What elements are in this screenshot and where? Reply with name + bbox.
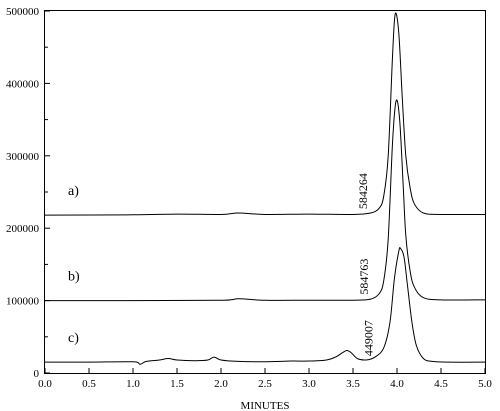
- y-tick-label: 200000: [6, 223, 40, 235]
- x-tick-label: 2.0: [214, 378, 228, 390]
- x-tick-label: 4.5: [434, 378, 448, 390]
- y-tick-label: 300000: [6, 151, 40, 163]
- y-axis: 0 100000 200000 300000 400000 500000: [6, 6, 50, 380]
- y-tick-label: 400000: [6, 78, 40, 90]
- x-tick-label: 5.0: [478, 378, 492, 390]
- peak-area-label: 449007: [362, 320, 376, 356]
- y-tick-label: 100000: [6, 296, 40, 308]
- plot-frame: [44, 10, 486, 374]
- trace-labels: a) b) c): [68, 184, 80, 346]
- x-tick-label: 1.5: [170, 378, 184, 390]
- trace-name-label: a): [68, 184, 79, 199]
- trace-name-label: c): [68, 331, 79, 346]
- trace-line-3: [44, 247, 486, 365]
- y-tick-label: 500000: [6, 6, 40, 18]
- x-tick-label: 3.0: [302, 378, 316, 390]
- x-tick-label: 2.5: [258, 378, 272, 390]
- peak-labels: 584264 584763 449007: [356, 173, 375, 356]
- trace-line-2: [44, 99, 486, 302]
- x-axis: 0.0 0.5 1.0 1.5 2.0 2.5 3.0 3.5 4.0 4.5 5.0: [38, 368, 492, 390]
- x-tick-label: 4.0: [390, 378, 404, 390]
- peak-area-label: 584763: [357, 259, 371, 295]
- x-tick-label: 3.5: [346, 378, 360, 390]
- x-tick-label: 1.0: [126, 378, 140, 390]
- trace-line-1: [44, 12, 486, 216]
- traces: [44, 12, 486, 365]
- x-tick-label: 0.0: [38, 378, 52, 390]
- y-tick-label: 0: [34, 368, 40, 380]
- peak-area-label: 584264: [356, 173, 370, 209]
- x-axis-label: MINUTES: [241, 400, 290, 411]
- x-tick-label: 0.5: [82, 378, 96, 390]
- trace-name-label: b): [68, 270, 80, 285]
